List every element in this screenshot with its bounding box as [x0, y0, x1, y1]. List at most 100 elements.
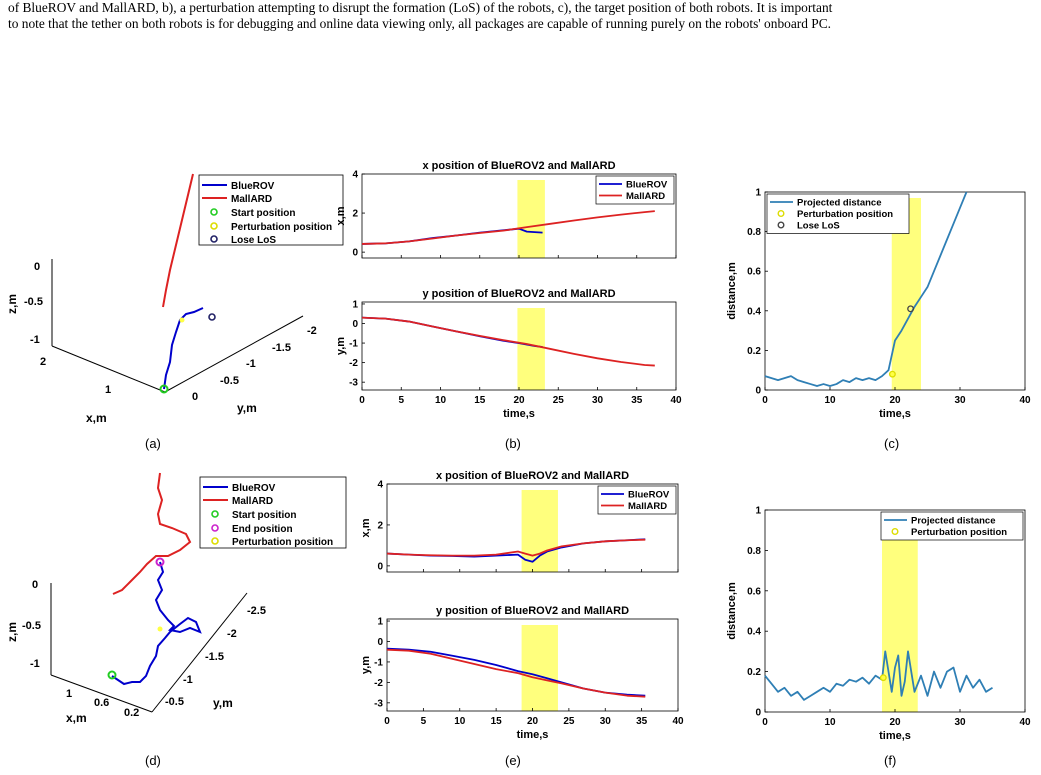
z-tick-label: -0.5 [24, 296, 43, 308]
x-tick-label: 25 [553, 395, 565, 406]
x-tick-label: 30 [600, 716, 612, 727]
y-tick-label: 0.2 [747, 346, 761, 357]
figure-caption: of BlueROV and MallARD, b), a perturbati… [8, 0, 1033, 32]
y-axis-label: distance,m [726, 262, 738, 320]
z-tick-label: 0 [32, 579, 38, 591]
y-tick-label: 0.4 [747, 306, 761, 317]
data-point [907, 305, 915, 313]
axis-line [151, 592, 248, 713]
y-axis-label: y,m [360, 656, 372, 674]
x-tick-label: 0.6 [94, 697, 109, 709]
y-tick-label: -1 [374, 657, 383, 668]
x-tick-label: 25 [563, 716, 575, 727]
y-tick-label: -3 [374, 698, 383, 709]
y-tick-label: -2 [349, 358, 358, 369]
x-axis-label: time,s [879, 730, 911, 742]
y-tick-label: -1 [349, 339, 358, 350]
y-tick-label: 0 [377, 561, 383, 572]
x-tick-label: 10 [824, 717, 836, 728]
start-position-marker [107, 670, 117, 680]
y-tick-label: 0 [755, 708, 761, 719]
panel-a-label: (a) [145, 436, 161, 451]
legend-label: MallARD [231, 194, 272, 205]
series-line [386, 538, 646, 563]
x-tick-label: 0 [762, 717, 768, 728]
series-line [386, 538, 646, 557]
x-tick-label: 35 [631, 395, 643, 406]
perturbation-highlight [521, 625, 558, 711]
legend-label: Perturbation position [231, 222, 332, 233]
x-tick-label: 40 [1019, 717, 1031, 728]
perturbation-highlight [517, 180, 545, 258]
x-tick-label: 40 [670, 395, 682, 406]
line-charts: 0 2 4 x position of BlueROV2 and MallARD x,m… [335, 160, 1031, 742]
legend-label: BlueROV [231, 181, 275, 192]
panel-f-label: (f) [884, 753, 896, 768]
series-line [361, 210, 655, 245]
y-tick-label: 1 [377, 617, 383, 628]
legend-swatch [777, 221, 785, 229]
chart-title: y position of BlueROV2 and MallARD [436, 605, 629, 617]
legend-label: Start position [232, 510, 296, 521]
y-tick-label: 0.6 [747, 586, 761, 597]
x-tick-label: 0 [762, 395, 768, 406]
legend-box [880, 511, 1024, 541]
legend-box [198, 174, 344, 246]
legend-swatch [891, 528, 899, 536]
bluerov-trajectory [163, 307, 204, 390]
data-point [888, 370, 896, 378]
chart-b_top: 0 2 4 x position of BlueROV2 and MallARD x,m… [335, 160, 677, 259]
x-tick-label: 15 [491, 716, 503, 727]
chart-c: 0 10 20 30 40 0 0.2 0.4 0.6 0.8 1 time,s distance,m P… [726, 188, 1031, 421]
bluerov-trajectory [111, 561, 202, 686]
panel-a-3d-plot: 0 -0.5 -1 2 1 0 -0.5 -1 -1.5 -2 z,m x,m … [5, 173, 344, 425]
legend: BlueROV MallARD Start position End posit… [199, 476, 347, 549]
legend-swatch [211, 510, 219, 518]
y-tick-label: -1 [246, 358, 256, 370]
y-tick-label: -2 [227, 628, 237, 640]
legend-swatch [777, 209, 785, 217]
legend-label: End position [232, 524, 293, 535]
y-tick-label: -3 [349, 378, 358, 389]
y-tick-label: 0.6 [747, 267, 761, 278]
legend-label: Start position [231, 208, 295, 219]
legend-label: MallARD [232, 496, 273, 507]
mallard-trajectory [112, 472, 192, 595]
x-tick-label: 0.2 [124, 707, 139, 719]
x-tick-label: 30 [954, 717, 966, 728]
legend-swatch [210, 222, 218, 230]
x-axis-label: x,m [86, 411, 107, 425]
end-position-marker [155, 557, 165, 567]
legend-swatch [210, 235, 218, 243]
panel-d-label: (d) [145, 753, 161, 768]
perturbation-position-marker [157, 626, 163, 632]
x-axis-label: time,s [503, 408, 535, 420]
chart-title: x position of BlueROV2 and MallARD [436, 470, 629, 482]
y-axis-label: x,m [360, 518, 372, 537]
y-tick-label: 2 [352, 209, 358, 220]
legend-label: BlueROV [232, 483, 276, 494]
perturbation-position-marker [179, 317, 185, 323]
legend-swatch [211, 524, 219, 532]
legend-box [199, 476, 347, 549]
z-tick-label: 0 [34, 261, 40, 273]
x-tick-label: 5 [421, 716, 427, 727]
legend-swatch [211, 537, 219, 545]
chart-title: x position of BlueROV2 and MallARD [422, 160, 615, 172]
x-tick-label: 10 [435, 395, 447, 406]
y-tick-label: 0 [352, 248, 358, 259]
x-tick-label: 1 [105, 384, 111, 396]
x-tick-label: 10 [454, 716, 466, 727]
legend-label: Projected distance [797, 198, 881, 209]
x-tick-label: 10 [824, 395, 836, 406]
legend: BlueROV MallARD Start position Perturbat… [198, 174, 344, 246]
y-tick-label: -0.5 [165, 696, 184, 708]
x-tick-label: 1 [66, 688, 72, 700]
y-tick-label: -2.5 [247, 605, 266, 617]
legend-label: MallARD [626, 191, 665, 202]
legend-label: Perturbation position [911, 527, 1007, 538]
y-tick-label: 0.4 [747, 627, 761, 638]
axis-line [164, 315, 304, 393]
y-tick-label: -0.5 [220, 375, 239, 387]
perturbation-highlight [517, 308, 545, 390]
